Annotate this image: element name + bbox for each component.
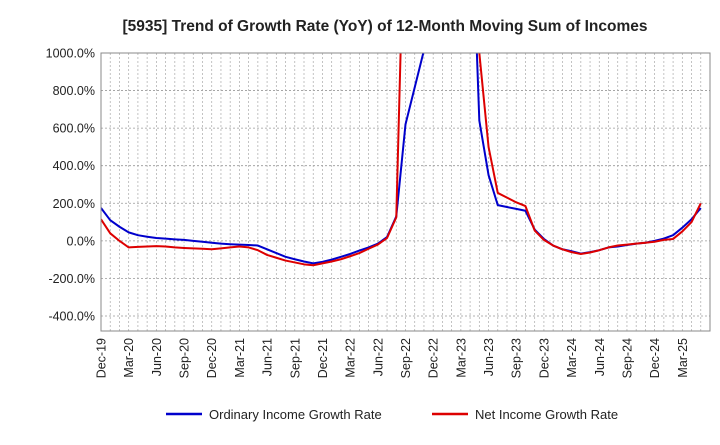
x-tick-label: Dec-21: [316, 338, 330, 378]
chart-title: [5935] Trend of Growth Rate (YoY) of 12-…: [122, 18, 647, 35]
legend-label: Net Income Growth Rate: [475, 407, 618, 422]
series-line: [101, 53, 702, 265]
y-tick-label: -200.0%: [48, 272, 95, 286]
x-tick-label: Mar-25: [676, 338, 690, 378]
x-axis-tick-labels: Dec-19 Mar-20 Jun-20 Sep-20 Dec-20 Mar-21 Jun-…: [95, 338, 690, 378]
x-tick-label: Jun-24: [593, 338, 607, 376]
x-tick-label: Dec-22: [427, 338, 441, 378]
x-tick-label: Sep-23: [510, 338, 524, 378]
x-tick-label: Mar-22: [344, 338, 358, 378]
y-axis-tick-labels: 1000.0% 800.0% 600.0% 400.0% 200.0% 0.0% -200.…: [46, 47, 95, 324]
x-tick-label: Sep-22: [399, 338, 413, 378]
legend-label: Ordinary Income Growth Rate: [209, 407, 382, 422]
series-line: [101, 53, 702, 267]
x-tick-label: Sep-21: [288, 338, 302, 378]
y-tick-label: 1000.0%: [46, 47, 95, 61]
y-tick-label: 0.0%: [67, 234, 96, 248]
x-tick-label: Jun-21: [261, 338, 275, 376]
series-lines: [101, 53, 702, 267]
y-tick-label: -400.0%: [48, 309, 95, 323]
x-tick-label: Dec-19: [95, 338, 109, 378]
y-tick-label: 600.0%: [53, 122, 95, 136]
plot-area-frame: [100, 52, 711, 332]
legend: Ordinary Income Growth Rate Net Income Gr…: [166, 407, 618, 422]
grid-lines: [101, 52, 710, 331]
x-tick-label: Dec-20: [205, 338, 219, 378]
x-tick-label: Dec-23: [537, 338, 551, 378]
x-tick-label: Jun-20: [150, 338, 164, 376]
x-tick-label: Mar-23: [454, 338, 468, 378]
y-tick-label: 200.0%: [53, 197, 95, 211]
x-tick-label: Sep-20: [178, 338, 192, 378]
x-tick-label: Jun-23: [482, 338, 496, 376]
x-tick-label: Mar-21: [233, 338, 247, 378]
x-tick-label: Mar-24: [565, 338, 579, 378]
x-tick-label: Dec-24: [648, 338, 662, 378]
x-tick-label: Sep-24: [620, 338, 634, 378]
x-tick-label: Jun-22: [371, 338, 385, 376]
x-tick-label: Mar-20: [122, 338, 136, 378]
y-tick-label: 800.0%: [53, 84, 95, 98]
y-tick-label: 400.0%: [53, 159, 95, 173]
